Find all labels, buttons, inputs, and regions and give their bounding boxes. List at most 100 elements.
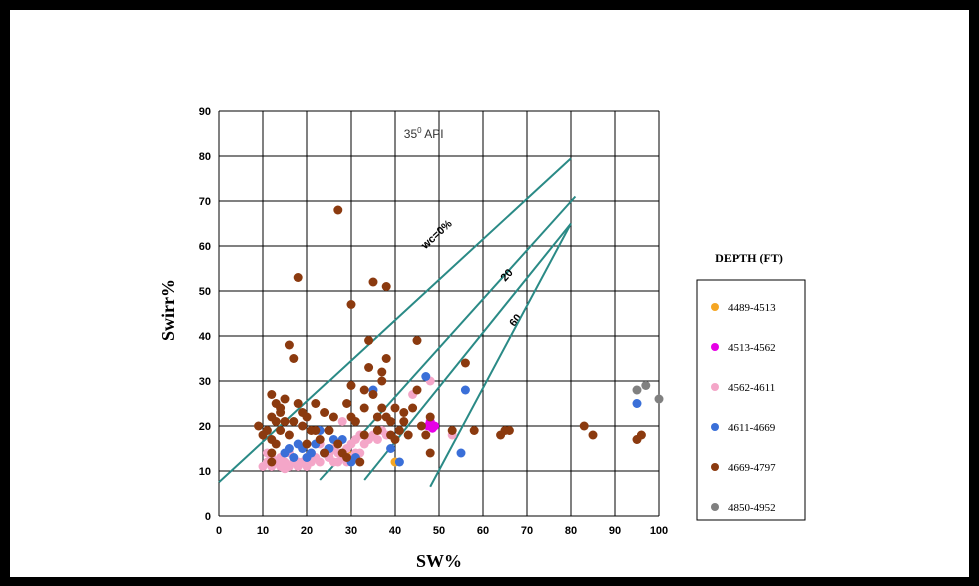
grid [218,110,660,517]
data-point [456,448,466,458]
x-tick-label: 70 [521,525,533,537]
data-point [421,372,431,381]
data-point [293,399,303,408]
data-point [469,426,479,435]
data-point [394,426,404,435]
data-point [632,385,642,395]
data-point [390,435,400,444]
data-point [447,426,457,435]
data-point [412,336,422,345]
data-point [425,412,435,422]
x-tick-label: 60 [477,525,489,537]
data-point [315,457,325,467]
legend-marker [711,383,719,391]
y-tick-label: 80 [199,151,211,163]
data-point [302,439,312,449]
legend-label: 4562-4611 [728,382,775,394]
data-point [368,390,378,399]
y-tick-label: 50 [199,286,211,298]
data-point [284,444,294,453]
data-point [372,435,382,444]
legend-title: DEPTH (FT) [715,251,783,265]
data-point [460,385,470,395]
legend-label: 4611-4669 [728,422,776,434]
data-point [359,385,369,395]
data-point [328,412,338,422]
data-point [289,453,299,462]
api-annotation-suffix: API [422,127,444,141]
data-point [267,448,277,458]
data-point [298,421,308,431]
data-point [342,399,352,408]
data-point [359,403,369,413]
data-point [333,439,343,449]
data-point [346,381,356,390]
data-point [284,430,294,440]
x-axis-title: SW% [416,551,462,571]
data-point [390,403,400,413]
legend-box [696,279,806,521]
data-point [427,423,437,433]
data-point [399,408,409,417]
data-point [386,444,396,453]
data-point [377,367,387,377]
api-annotation: 350 API [404,126,444,141]
data-point [280,417,290,426]
y-tick-label: 40 [199,331,211,343]
legend-marker [711,303,719,311]
data-point [377,376,387,386]
data-point [372,426,382,435]
y-tick-label: 60 [199,241,211,253]
y-tick-label: 0 [205,511,211,523]
data-point [315,435,325,444]
data-point [636,430,646,440]
data-points [254,205,664,474]
x-tick-label: 80 [565,525,577,537]
data-point [342,453,352,462]
data-point [359,430,369,440]
x-tick-label: 30 [345,525,357,537]
y-tick-label: 90 [199,106,211,118]
data-point [271,439,281,449]
x-tick-label: 20 [301,525,313,537]
data-point [386,417,396,426]
data-point [364,336,374,345]
data-point [320,408,330,417]
x-tick-label: 0 [216,525,222,537]
x-tick-label: 90 [609,525,621,537]
legend-label: 4489-4513 [728,302,776,314]
data-point [355,457,365,467]
x-tick-label: 40 [389,525,401,537]
data-point [267,390,277,399]
data-point [306,448,316,458]
x-tick-label: 50 [433,525,445,537]
legend-marker [711,503,719,511]
data-point [276,403,286,413]
y-tick-label: 70 [199,196,211,208]
data-point [328,457,338,467]
legend-marker [711,423,719,431]
data-point [421,430,431,440]
data-point [408,403,418,413]
data-point [271,417,281,426]
legend: 4489-4513 4513-4562 4562-4611 4611-4669 4669… [711,302,776,514]
data-point [337,417,347,426]
data-point [504,426,514,435]
data-point [399,417,409,426]
data-point [302,462,312,471]
data-point [372,412,382,422]
data-point [293,273,303,282]
data-point [394,457,404,467]
data-point [425,448,435,458]
data-point [588,430,598,440]
data-point [280,394,290,404]
legend-label: 4850-4952 [728,502,776,514]
data-point [381,354,391,363]
data-point [302,412,312,422]
data-point [632,399,642,408]
y-axis-title: Swirr% [158,279,178,341]
legend-label: 4513-4562 [728,342,776,354]
legend-marker [711,343,719,351]
data-point [364,363,374,372]
